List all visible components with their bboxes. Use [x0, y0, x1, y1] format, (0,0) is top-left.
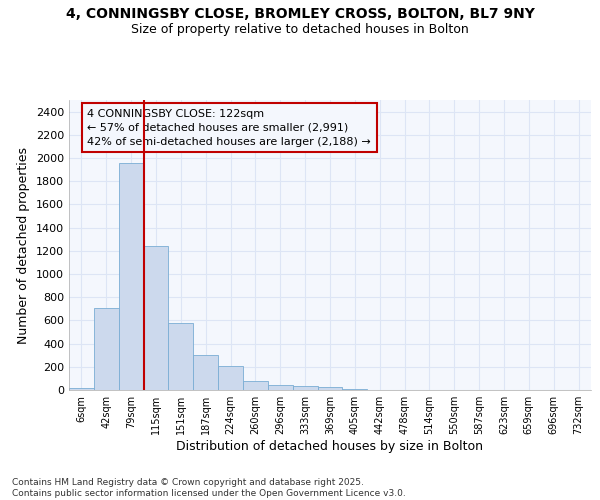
Bar: [169, 324, 193, 390]
Bar: [69, 388, 94, 390]
Bar: [268, 385, 293, 390]
Bar: [94, 308, 119, 390]
Text: Contains HM Land Registry data © Crown copyright and database right 2025.
Contai: Contains HM Land Registry data © Crown c…: [12, 478, 406, 498]
Text: Size of property relative to detached houses in Bolton: Size of property relative to detached ho…: [131, 22, 469, 36]
Bar: [119, 162, 143, 390]
Bar: [243, 380, 268, 390]
Text: 4 CONNINGSBY CLOSE: 122sqm
← 57% of detached houses are smaller (2,991)
42% of s: 4 CONNINGSBY CLOSE: 122sqm ← 57% of deta…: [87, 108, 371, 146]
Y-axis label: Number of detached properties: Number of detached properties: [17, 146, 31, 344]
Bar: [143, 246, 169, 390]
Bar: [218, 366, 243, 390]
X-axis label: Distribution of detached houses by size in Bolton: Distribution of detached houses by size …: [176, 440, 484, 453]
Text: 4, CONNINGSBY CLOSE, BROMLEY CROSS, BOLTON, BL7 9NY: 4, CONNINGSBY CLOSE, BROMLEY CROSS, BOLT…: [65, 8, 535, 22]
Bar: [193, 354, 218, 390]
Bar: [317, 386, 343, 390]
Bar: [293, 386, 317, 390]
